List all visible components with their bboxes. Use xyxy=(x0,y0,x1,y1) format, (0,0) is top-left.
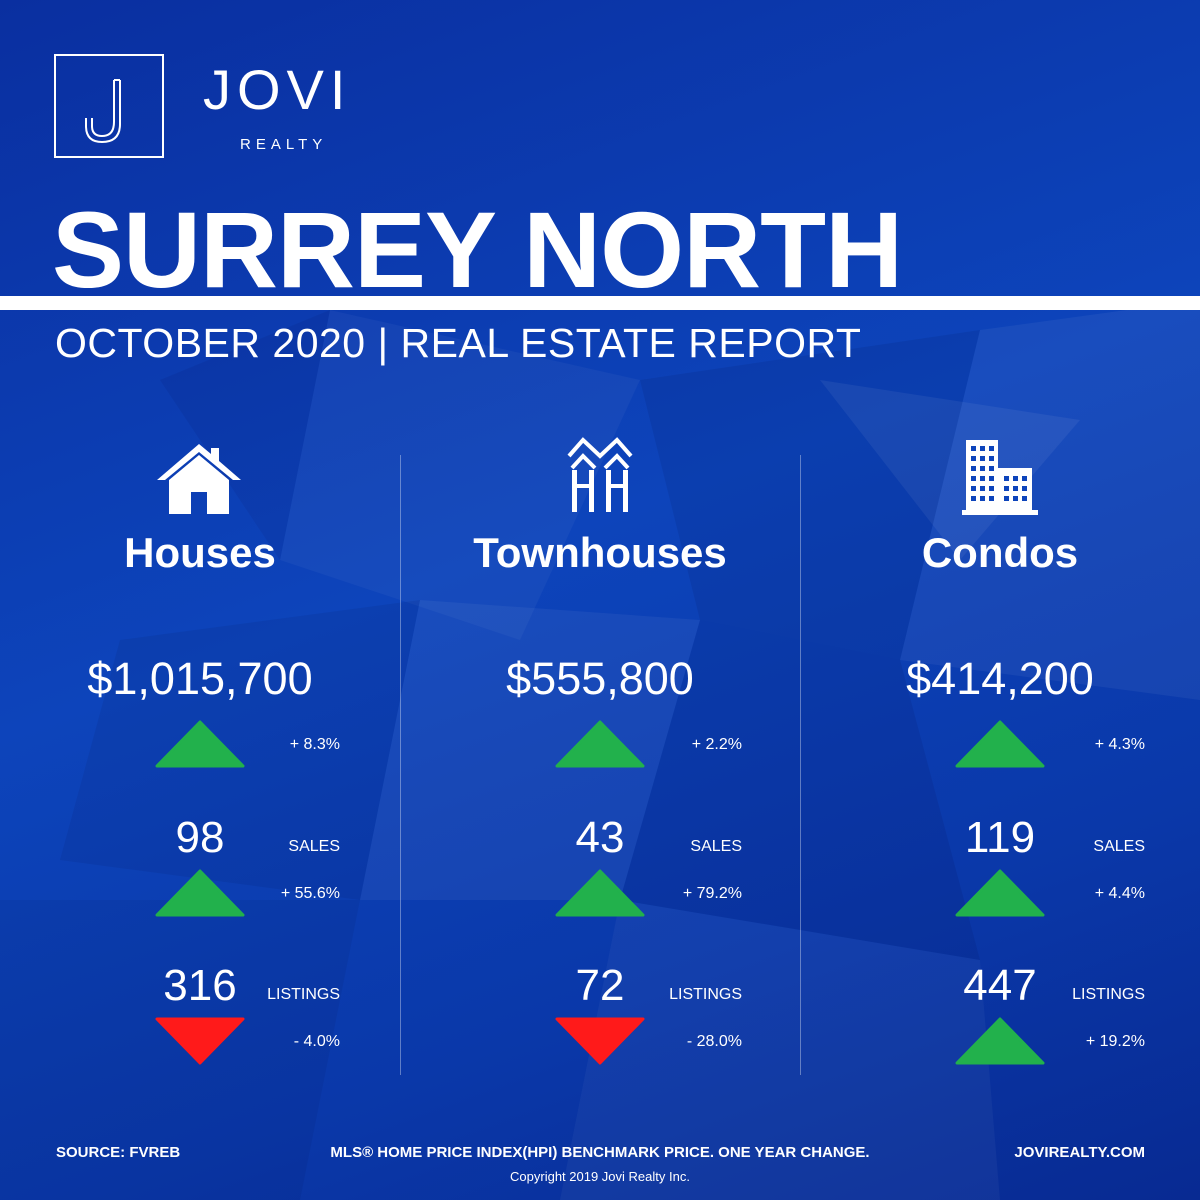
category-column-houses: Houses $1,015,700 + 8.3% 98 SALES + 55.6… xyxy=(0,0,400,1200)
trend-up-icon xyxy=(155,720,245,768)
report-title: SURREY NORTH xyxy=(52,189,903,310)
listings-label: LISTINGS xyxy=(1072,986,1145,1003)
footer-copyright: Copyright 2019 Jovi Realty Inc. xyxy=(510,1169,690,1184)
townhouse-icon xyxy=(567,437,633,512)
sales-label: SALES xyxy=(288,838,340,855)
trend-up-icon xyxy=(555,720,645,768)
listings-label: LISTINGS xyxy=(267,986,340,1003)
category-column-townhouses: Townhouses $555,800 + 2.2% 43 SALES + 79… xyxy=(400,0,800,1200)
trend-up-icon xyxy=(555,869,645,917)
category-label: Condos xyxy=(921,529,1079,576)
category-column-condos: Condos $414,200 + 4.3% 119 SALES + 4.4% … xyxy=(800,0,1200,1200)
listings-label: LISTINGS xyxy=(669,986,742,1003)
benchmark-price: $414,200 xyxy=(906,653,1094,704)
trend-up-icon xyxy=(955,1017,1045,1065)
listings-count: 72 xyxy=(575,961,625,1010)
trend-up-icon xyxy=(955,869,1045,917)
listings-change: - 28.0% xyxy=(686,1033,742,1050)
sales-change: + 79.2% xyxy=(682,885,742,902)
logo-j-monogram-icon xyxy=(85,79,121,144)
trend-up-icon xyxy=(155,869,245,917)
sales-count: 43 xyxy=(575,813,625,862)
report-subtitle: OCTOBER 2020 | REAL ESTATE REPORT xyxy=(55,320,862,366)
column-divider xyxy=(800,455,801,1075)
category-label: Townhouses xyxy=(473,529,727,576)
sales-count: 119 xyxy=(964,813,1036,862)
sales-change: + 55.6% xyxy=(280,885,340,902)
condo-building-icon xyxy=(962,440,1038,515)
trend-down-icon xyxy=(155,1017,245,1065)
footer-note: MLS® HOME PRICE INDEX(HPI) BENCHMARK PRI… xyxy=(330,1144,870,1161)
category-label: Houses xyxy=(124,529,276,576)
logo xyxy=(54,54,164,158)
sales-count: 98 xyxy=(175,813,225,862)
sales-label: SALES xyxy=(1093,838,1145,855)
column-divider xyxy=(400,455,401,1075)
price-change: + 4.3% xyxy=(1094,736,1145,753)
listings-change: + 19.2% xyxy=(1085,1033,1145,1050)
footer-website-link[interactable]: JOVIREALTY.COM xyxy=(1014,1144,1145,1161)
price-change: + 2.2% xyxy=(691,736,742,753)
trend-up-icon xyxy=(955,720,1045,768)
house-icon xyxy=(157,444,241,514)
brand-name: JOVI xyxy=(203,58,352,121)
title-underline xyxy=(0,296,1200,310)
listings-change: - 4.0% xyxy=(293,1033,340,1050)
sales-change: + 4.4% xyxy=(1094,885,1145,902)
trend-down-icon xyxy=(555,1017,645,1065)
listings-count: 447 xyxy=(963,961,1037,1010)
brand-sub: REALTY xyxy=(240,136,328,153)
benchmark-price: $1,015,700 xyxy=(87,653,313,704)
footer-source: SOURCE: FVREB xyxy=(56,1144,181,1161)
price-change: + 8.3% xyxy=(289,736,340,753)
sales-label: SALES xyxy=(690,838,742,855)
benchmark-price: $555,800 xyxy=(506,653,694,704)
listings-count: 316 xyxy=(163,961,237,1010)
